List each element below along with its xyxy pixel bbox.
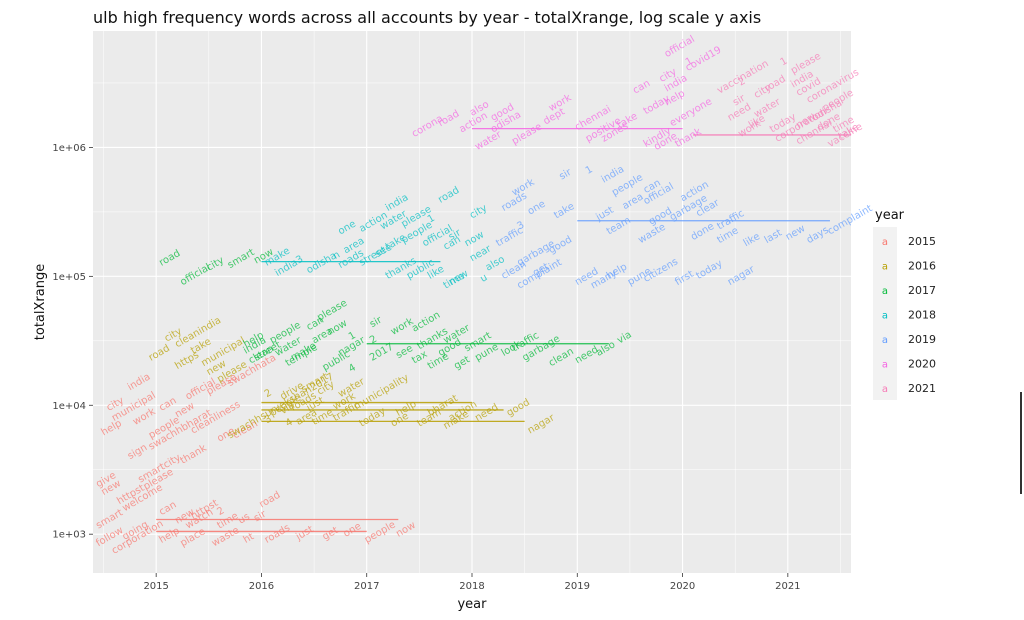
legend-key-glyph: a — [882, 262, 888, 273]
word-label: 3 — [263, 414, 274, 427]
legend: a 2015 a 2016 a 2017 a 2018 a 2019 a 2020 a 2021 — [873, 227, 936, 400]
axis-ticks: 2015 2016 2017 2018 2019 2020 2021 1e+03 1e+04 1e… — [52, 143, 800, 592]
legend-entry-label: 2020 — [908, 358, 936, 371]
word-label: 3 — [515, 220, 526, 233]
x-tick-label: 2021 — [775, 581, 800, 592]
y-axis-title: totalXrange — [33, 264, 48, 340]
x-tick-label: 2015 — [143, 581, 168, 592]
word-label: 2 — [263, 387, 274, 400]
grid — [93, 31, 851, 573]
legend-title: year — [875, 208, 905, 223]
word-label: 1 — [347, 330, 358, 343]
word-label: 4 — [347, 362, 358, 375]
word-label: 3 — [294, 254, 305, 267]
word-label: 2 — [215, 505, 226, 518]
legend-entry-label: 2018 — [908, 309, 936, 322]
legend-entry-label: 2017 — [908, 284, 936, 297]
word-label: ht — [242, 531, 256, 546]
legend-key-glyph: a — [882, 237, 888, 248]
word-label: 1 — [426, 213, 437, 226]
x-tick-label: 2016 — [249, 581, 274, 592]
scrollbar-edge — [1020, 392, 1022, 494]
legend-key-glyph: a — [882, 335, 888, 346]
legend-entry-label: 2021 — [908, 382, 936, 395]
legend-key-background — [873, 227, 897, 400]
word-label: 1 — [584, 164, 595, 177]
y-tick-label: 1e+06 — [52, 143, 86, 154]
legend-key-glyph: a — [882, 360, 888, 371]
word-label: 2 — [368, 334, 379, 347]
word-label: 2 — [736, 76, 747, 89]
x-tick-label: 2020 — [670, 581, 695, 592]
legend-entry-label: 2019 — [908, 333, 936, 346]
word-label: us — [236, 511, 252, 526]
word-label: 4 — [284, 417, 295, 430]
word-label: n — [331, 249, 342, 262]
word-label: 1 — [779, 56, 790, 69]
x-tick-label: 2018 — [459, 581, 484, 592]
x-tick-label: 2017 — [354, 581, 379, 592]
legend-entry-label: 2015 — [908, 235, 936, 248]
legend-key-glyph: a — [882, 286, 888, 297]
word-label: 1 — [684, 56, 695, 69]
y-tick-label: 1e+03 — [52, 530, 86, 541]
x-tick-label: 2019 — [565, 581, 590, 592]
word-label: u — [479, 272, 490, 285]
legend-key-glyph: a — [882, 384, 888, 395]
y-tick-label: 1e+04 — [52, 401, 86, 412]
x-axis-title: year — [457, 597, 487, 612]
legend-entry-label: 2016 — [908, 260, 936, 273]
chart-title: ulb high frequency words across all acco… — [93, 8, 761, 27]
y-tick-label: 1e+05 — [52, 272, 86, 283]
series-segments — [156, 127, 851, 533]
legend-key-glyph: a — [882, 311, 888, 322]
